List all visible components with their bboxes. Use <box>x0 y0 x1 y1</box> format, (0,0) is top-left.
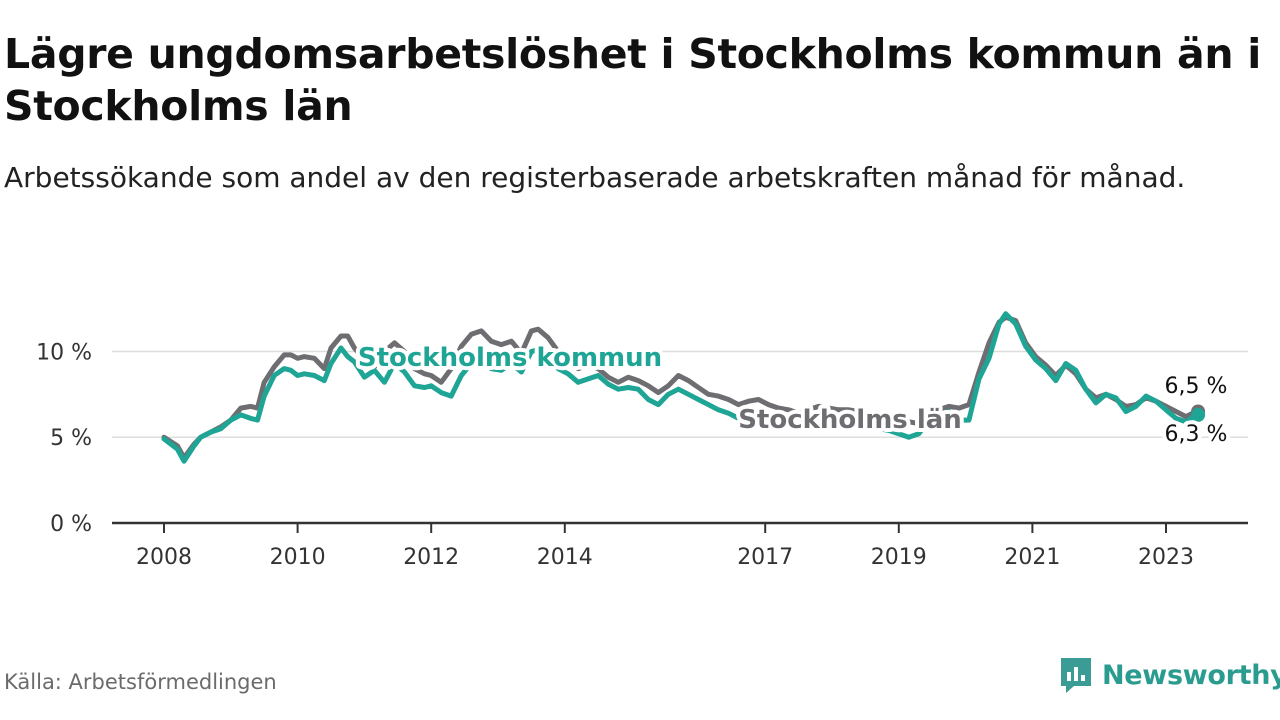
label-lan: Stockholms län <box>738 405 962 435</box>
brand-name: Newsworthy <box>1102 659 1280 691</box>
chart-title: Lägre ungdomsarbetslöshet i Stockholms k… <box>4 30 1261 130</box>
x-tick-label: 2023 <box>1138 545 1194 570</box>
y-tick-label: 0 % <box>50 512 92 537</box>
x-tick-label: 2017 <box>737 545 793 570</box>
x-tick-label: 2021 <box>1004 545 1060 570</box>
end-label-lan: 6,5 % <box>1165 374 1228 399</box>
label-kommun-halo: Stockholms kommun <box>358 343 662 373</box>
grid-lines <box>112 350 1248 438</box>
x-tick-label: 2019 <box>871 545 927 570</box>
series-line-kommun <box>161 311 1199 464</box>
end-label-lan-halo: 6,5 % <box>1165 374 1228 399</box>
y-tick-label: 10 % <box>36 340 92 365</box>
brand[interactable]: Newsworthy <box>1058 655 1280 695</box>
y-tick-label: 5 % <box>50 426 92 451</box>
x-axis-ticks: 2008 2010 2012 2014 2017 2019 2021 2023 <box>136 523 1194 570</box>
end-marker-kommun <box>1191 407 1206 422</box>
series-lines <box>161 311 1206 464</box>
x-tick-label: 2014 <box>537 545 593 570</box>
label-lan-halo: Stockholms län <box>738 405 962 435</box>
x-tick-label: 2010 <box>270 545 326 570</box>
x-tick-label: 2012 <box>403 545 459 570</box>
newsworthy-logo-icon <box>1061 658 1091 693</box>
x-tick-label: 2008 <box>136 545 192 570</box>
label-kommun: Stockholms kommun <box>358 343 662 373</box>
end-label-kommun: 6,3 % <box>1165 422 1228 447</box>
chart-subtitle: Arbetssökande som andel av den registerb… <box>4 161 1186 194</box>
end-label-kommun-halo: 6,3 % <box>1165 422 1228 447</box>
source-note: Källa: Arbetsförmedlingen <box>4 670 277 694</box>
y-axis-labels: 0 % 5 % 10 % <box>36 340 92 537</box>
